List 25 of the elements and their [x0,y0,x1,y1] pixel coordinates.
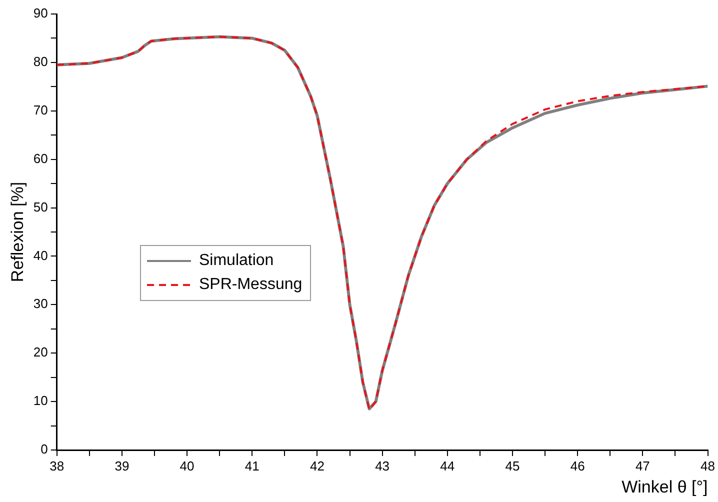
x-tick-label: 42 [310,458,324,474]
y-tick-label: 10 [33,393,48,408]
y-tick-label: 20 [33,344,48,360]
x-tick-label: 47 [635,458,650,474]
x-tick-label: 45 [505,458,520,474]
x-axis-title: Winkel θ [°] [622,477,708,496]
y-tick-label: 80 [33,54,48,70]
legend-label: Simulation [199,252,274,270]
y-axis-title: Reflexion [%] [8,182,27,282]
x-tick-label: 40 [180,458,194,474]
x-tick-label: 38 [50,458,64,474]
x-tick-label: 48 [700,458,716,474]
y-tick-label: 70 [33,102,48,118]
y-tick-label: 30 [33,296,48,312]
x-tick-label: 41 [244,458,260,474]
x-tick-label: 39 [114,458,130,474]
legend-label: SPR-Messung [199,276,302,294]
y-tick-label: 60 [33,150,48,166]
y-tick-label: 0 [40,442,48,457]
y-tick-label: 40 [33,248,48,263]
x-tick-label: 44 [440,458,455,474]
x-tick-label: 46 [570,458,585,474]
x-tick-label: 43 [375,458,390,474]
y-tick-label: 90 [33,6,48,21]
y-tick-label: 50 [33,199,48,214]
